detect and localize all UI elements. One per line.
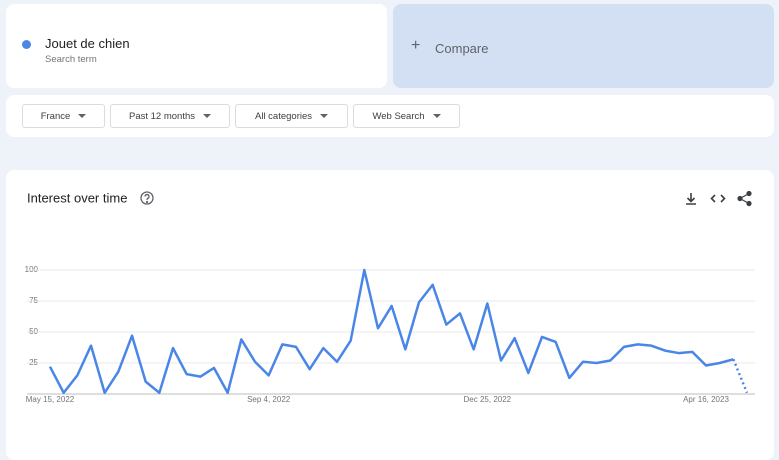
filter[interactable]: Past 12 months [110,104,230,128]
download-icon[interactable] [686,193,696,205]
chart-title: Interest over time [27,190,127,205]
compare-label: Compare [435,41,489,56]
filter-label: All categories [254,110,313,122]
series-dot [22,40,31,49]
search-term-card[interactable]: Jouet de chien Search term [6,4,387,88]
search-term-sublabel: Search term [45,54,97,65]
chart-card [6,170,774,460]
search-term: Jouet de chien [45,36,130,51]
filter[interactable]: France [22,104,105,128]
trend-line [48,268,734,395]
partial-trend-line [732,358,749,394]
filter[interactable]: Web Search [353,104,460,128]
filter-bar: France Past 12 months All categories Web… [6,95,774,137]
filter[interactable]: All categories [235,104,348,128]
plus-icon: + [411,37,421,54]
compare-card[interactable]: + Compare [393,4,774,88]
filter-label: Web Search [372,110,425,122]
x-tick-label: Sep 4, 2022 [247,395,291,404]
share-icon[interactable] [737,190,752,207]
help-icon[interactable] [140,191,154,205]
x-tick-label: Dec 25, 2022 [464,395,512,404]
embed-icon[interactable] [710,194,726,203]
filter-label: France [40,110,71,122]
filter-label: Past 12 months [128,110,195,122]
x-tick-label: May 15, 2022 [26,395,75,404]
x-tick-label: Apr 16, 2023 [683,395,729,404]
